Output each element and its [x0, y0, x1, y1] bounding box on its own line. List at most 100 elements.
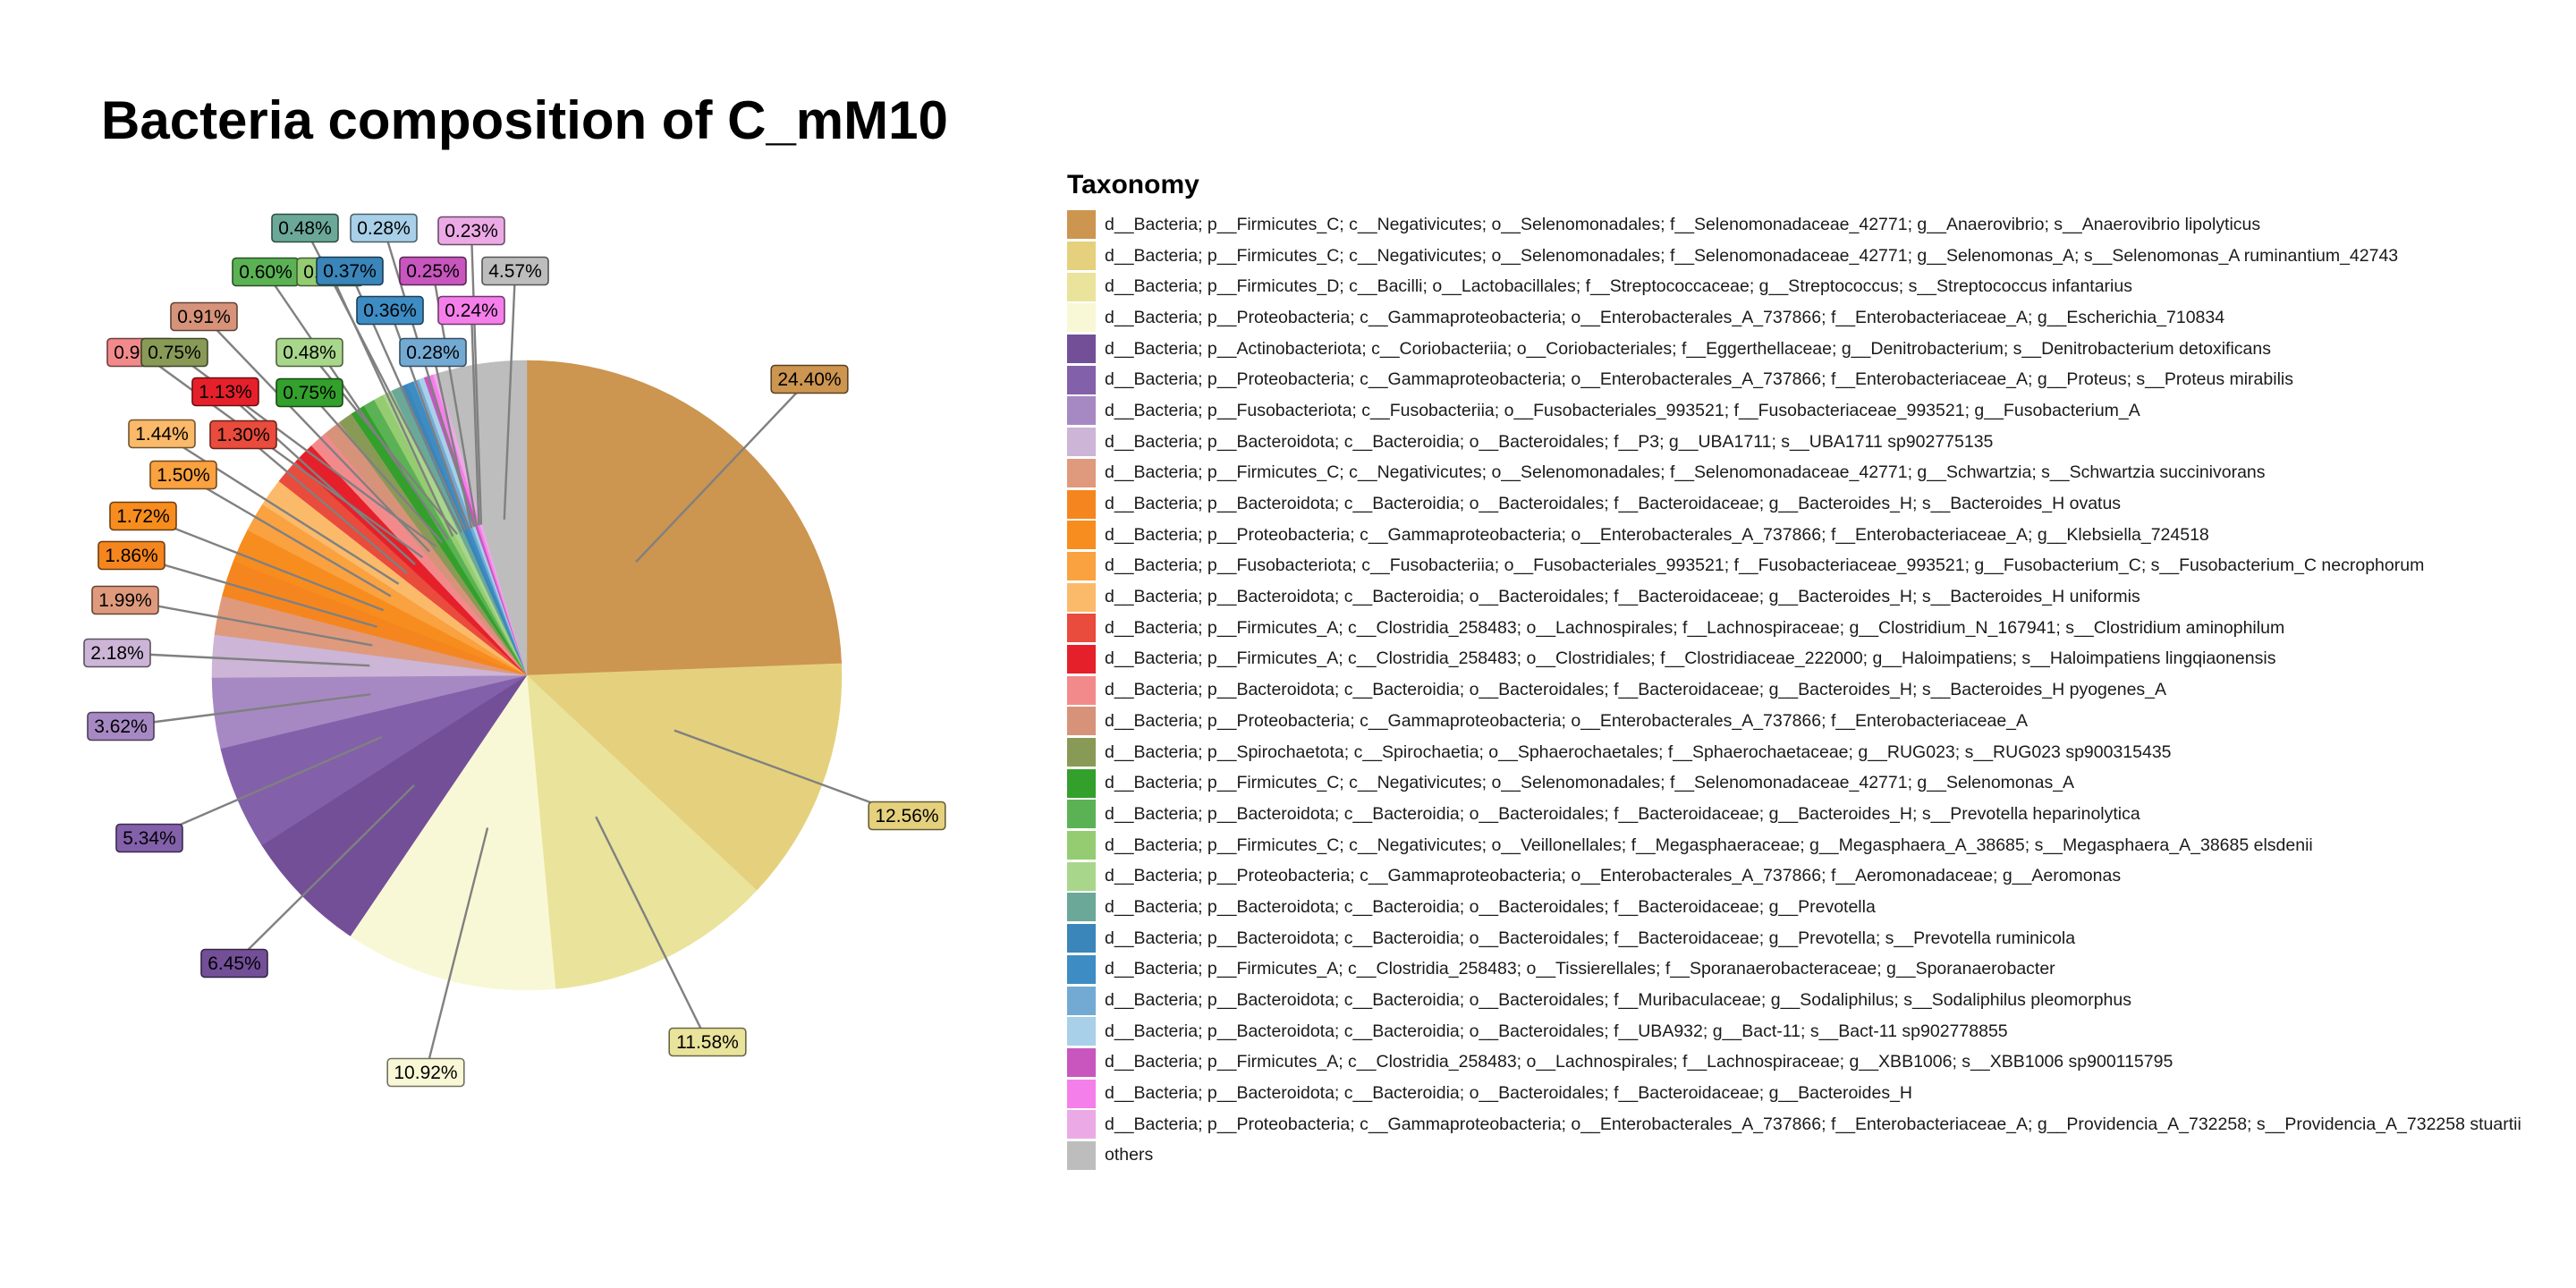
slice-label: 0.48% — [275, 337, 343, 368]
slice-label: 1.44% — [128, 419, 196, 449]
legend-swatch — [1067, 303, 1096, 333]
pie-chart: 24.40% 12.56% 11.58% 10.92% 6.45% 5.34% 3.62% 2… — [83, 213, 946, 1088]
leader-line — [309, 392, 444, 544]
slice-label: 5.34% — [115, 823, 183, 853]
legend-label: d__Bacteria; p__Firmicutes_C; c__Negativ… — [1105, 773, 2075, 793]
leader-line — [142, 514, 385, 612]
slice-label-box — [91, 585, 159, 615]
slice-label-text: 24.40% — [777, 369, 841, 390]
slice-label-text: 3.62% — [94, 716, 148, 737]
slice-label-box — [350, 213, 418, 243]
legend-swatch — [1067, 644, 1096, 674]
legend-swatch — [1067, 458, 1096, 487]
legend-swatch — [1067, 614, 1096, 643]
slice-label-text: 1.44% — [135, 424, 189, 445]
slice-label: 3.62% — [87, 711, 155, 741]
legend-swatch — [1067, 707, 1096, 736]
legend-swatch — [1067, 954, 1096, 984]
legend-item: d__Bacteria; p__Firmicutes_A; c__Clostri… — [1067, 1047, 2521, 1079]
slice-label-text: 0.36% — [363, 301, 417, 321]
slice-label-box — [128, 419, 196, 449]
slice-label-box — [200, 948, 268, 979]
leader-line — [242, 434, 408, 574]
slice-label-text: 0.28% — [406, 343, 460, 363]
legend-label: d__Bacteria; p__Bacteroidota; c__Bactero… — [1105, 803, 2140, 824]
legend-label: d__Bacteria; p__Bacteroidota; c__Bactero… — [1105, 431, 1994, 452]
legend-item: d__Bacteria; p__Spirochaetota; c__Spiroc… — [1067, 737, 2521, 768]
legend-label: d__Bacteria; p__Proteobacteria; c__Gamma… — [1105, 866, 2122, 886]
slice-label-text: 0.24% — [445, 301, 498, 321]
label-leader-lines — [116, 227, 908, 1073]
legend-item: d__Bacteria; p__Firmicutes_A; c__Clostri… — [1067, 613, 2521, 644]
legend-swatch — [1067, 986, 1096, 1015]
leader-line — [503, 270, 517, 520]
legend-swatch — [1067, 396, 1096, 426]
slice-label-text: 1.30% — [216, 425, 270, 445]
legend-item: d__Bacteria; p__Bacteroidota; c__Bactero… — [1067, 892, 2521, 923]
legend-swatch — [1067, 861, 1096, 891]
slice-label-box — [209, 419, 277, 450]
pie-slice-anaerovibrio-lipolyticus — [526, 360, 843, 676]
slice-label-text: 0.23% — [445, 221, 498, 242]
legend-swatch — [1067, 551, 1096, 580]
legend-item: d__Bacteria; p__Proteobacteria; c__Gamma… — [1067, 860, 2521, 892]
legend-label: d__Bacteria; p__Bacteroidota; c__Bactero… — [1105, 494, 2122, 514]
slice-label: 1.13% — [191, 377, 259, 407]
slice-label-box — [386, 1057, 465, 1088]
legend-item: d__Bacteria; p__Firmicutes_C; c__Negativ… — [1067, 767, 2521, 799]
legend-label: d__Bacteria; p__Fusobacteriota; c__Fusob… — [1105, 555, 2425, 576]
legend-label: d__Bacteria; p__Bacteroidota; c__Bactero… — [1105, 587, 2140, 607]
slice-label: 1.99% — [91, 585, 159, 615]
legend-label: d__Bacteria; p__Actinobacteriota; c__Cor… — [1105, 338, 2271, 359]
slice-label: 0.37% — [316, 256, 384, 286]
legend-label: d__Bacteria; p__Firmicutes_A; c__Clostri… — [1105, 1052, 2174, 1072]
slice-label: 12.56% — [868, 801, 946, 831]
legend-label: d__Bacteria; p__Firmicutes_C; c__Negativ… — [1105, 214, 2261, 234]
legend-item: d__Bacteria; p__Bacteroidota; c__Bactero… — [1067, 1016, 2521, 1047]
slice-label-box — [191, 377, 259, 407]
legend-item: d__Bacteria; p__Bacteroidota; c__Bactero… — [1067, 799, 2521, 830]
legend-swatch — [1067, 738, 1096, 767]
slice-label-box — [481, 256, 549, 286]
legend-item: d__Bacteria; p__Firmicutes_C; c__Negativ… — [1067, 830, 2521, 861]
slice-label-box — [83, 638, 151, 668]
slice-label-box — [275, 377, 343, 408]
slice-label: 0.28% — [350, 213, 418, 243]
leader-line — [265, 271, 449, 540]
legend-swatch — [1067, 1140, 1096, 1170]
legend-item: others — [1067, 1140, 2521, 1172]
legend-swatch — [1067, 675, 1096, 705]
legend-label: d__Bacteria; p__Proteobacteria; c__Gamma… — [1105, 369, 2293, 390]
legend-swatch — [1067, 1079, 1096, 1108]
slice-label: 0.23% — [437, 216, 505, 246]
slice-label-box — [316, 256, 384, 286]
legend-item: d__Bacteria; p__Fusobacteriota; c__Fusob… — [1067, 395, 2521, 427]
slice-label: 4.57% — [481, 256, 549, 286]
legend-item: d__Bacteria; p__Actinobacteriota; c__Cor… — [1067, 334, 2521, 365]
slice-label: 1.50% — [149, 460, 217, 490]
slice-label: 10.92% — [386, 1057, 465, 1088]
slice-label: 0.75% — [275, 377, 343, 408]
slice-label-text: 1.99% — [98, 590, 152, 611]
legend-item: d__Bacteria; p__Bacteroidota; c__Bactero… — [1067, 985, 2521, 1016]
slice-label: 1.86% — [97, 540, 165, 571]
legend-swatch — [1067, 831, 1096, 860]
slice-label-box — [356, 295, 424, 326]
slice-label: 2.18% — [83, 638, 151, 668]
leader-line — [470, 309, 480, 526]
legend-item: d__Bacteria; p__Firmicutes_C; c__Negativ… — [1067, 458, 2521, 489]
slice-label-text: 10.92% — [394, 1063, 457, 1083]
leader-line — [120, 693, 371, 728]
legend-swatch — [1067, 582, 1096, 612]
legend-item: d__Bacteria; p__Bacteroidota; c__Bactero… — [1067, 923, 2521, 954]
legend-items: d__Bacteria; p__Firmicutes_C; c__Negativ… — [1067, 209, 2521, 1171]
slice-label: 0.25% — [399, 256, 467, 286]
legend-swatch — [1067, 1110, 1096, 1140]
slice-label: 0.36% — [356, 295, 424, 326]
legend: Taxonomy d__Bacteria; p__Firmicutes_C; c… — [1067, 170, 2521, 1171]
slice-label-box — [668, 1027, 747, 1057]
legend-swatch — [1067, 1017, 1096, 1046]
slice-label-text: 0.37% — [323, 261, 377, 282]
leader-line — [131, 554, 377, 628]
legend-swatch — [1067, 428, 1096, 457]
